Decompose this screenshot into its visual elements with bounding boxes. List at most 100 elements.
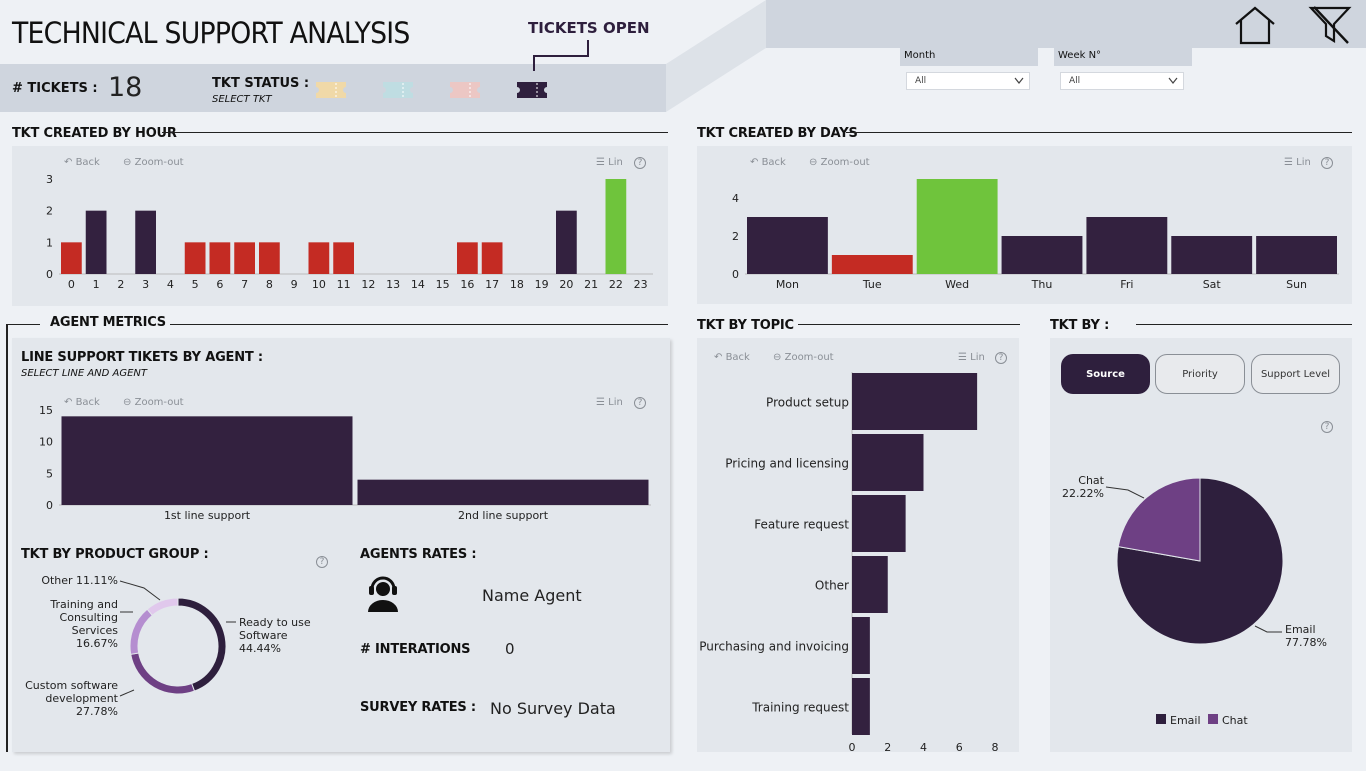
- ticket-icon[interactable]: [517, 82, 547, 98]
- month-slicer-header: [900, 48, 1038, 66]
- month-slicer-label: Month: [904, 50, 936, 61]
- chevron-down-icon: [1168, 77, 1178, 84]
- x-tick-label: Wed: [945, 278, 969, 291]
- topic-lin-toggle[interactable]: ☰ Lin: [958, 352, 985, 363]
- y-tick-label: 5: [46, 467, 53, 480]
- bar-Product setup: [852, 373, 978, 430]
- agent-headset-icon: [368, 576, 398, 612]
- x-tick-label: 23: [634, 278, 648, 291]
- legend-swatch-Email: [1156, 714, 1166, 724]
- x-tick-label: 19: [535, 278, 549, 291]
- hour-lin-toggle[interactable]: ☰ Lin: [596, 157, 623, 168]
- slice-label-training: Consulting: [60, 611, 118, 624]
- bar-Fri: [1086, 217, 1168, 274]
- help-icon[interactable]: ?: [995, 352, 1007, 364]
- pie-label-chat: 22.22%: [1062, 487, 1104, 500]
- bar-3: [135, 210, 156, 274]
- days-lin-toggle[interactable]: ☰ Lin: [1284, 157, 1311, 168]
- bar-7: [234, 242, 255, 274]
- pie-label-email: 77.78%: [1285, 636, 1327, 649]
- clear-filter-icon[interactable]: [1306, 4, 1354, 46]
- x-tick-label: 10: [312, 278, 326, 291]
- help-icon[interactable]: ?: [634, 397, 646, 409]
- days-chart-toolbar: ↶ Back ⊖ Zoom-out: [750, 157, 890, 168]
- help-icon[interactable]: ?: [634, 157, 646, 169]
- line-chart-toolbar: ↶ Back ⊖ Zoom-out: [64, 397, 204, 408]
- leader-line: [119, 689, 135, 697]
- back-button[interactable]: ↶ Back: [750, 157, 786, 168]
- back-button[interactable]: ↶ Back: [714, 352, 750, 363]
- leader-line: [1105, 486, 1145, 499]
- slice-label-training: 16.67%: [76, 637, 118, 650]
- help-icon[interactable]: ?: [1321, 157, 1333, 169]
- x-tick-label: 21: [584, 278, 598, 291]
- category-label: Product setup: [766, 396, 849, 410]
- bar-17: [481, 242, 503, 274]
- x-tick-label: 0: [68, 278, 75, 291]
- bar-Feature request: [852, 495, 906, 552]
- home-icon[interactable]: [1232, 4, 1278, 46]
- priority-button[interactable]: Priority: [1155, 354, 1245, 394]
- month-slicer-dropdown[interactable]: All: [906, 72, 1030, 90]
- pie-slice-Email: [1116, 477, 1284, 645]
- week-slicer-dropdown[interactable]: All: [1060, 72, 1184, 90]
- slice-label-ready-software: 44.44%: [239, 642, 281, 655]
- bar-1: [85, 210, 107, 274]
- support-level-button[interactable]: Support Level: [1251, 354, 1340, 394]
- y-tick-label: 0: [732, 268, 739, 281]
- help-icon[interactable]: ?: [1321, 421, 1333, 433]
- line-support-subtitle: SELECT LINE AND AGENT: [21, 368, 148, 379]
- survey-rates-label: SURVEY RATES :: [360, 700, 476, 715]
- x-tick-label: 2: [884, 741, 891, 754]
- tickets-kpi-label: # TICKETS :: [12, 81, 98, 96]
- ticket-icon-shape: [517, 82, 547, 98]
- source-button[interactable]: Source: [1061, 354, 1150, 394]
- zoom-out-button[interactable]: ⊖ Zoom-out: [809, 157, 870, 168]
- zoom-out-button[interactable]: ⊖ Zoom-out: [123, 397, 184, 408]
- x-tick-label: 11: [337, 278, 351, 291]
- x-tick-label: 16: [460, 278, 474, 291]
- help-icon[interactable]: ?: [316, 556, 328, 568]
- bar-22: [605, 179, 627, 274]
- agent-name: Name Agent: [482, 586, 582, 605]
- x-tick-label: Thu: [1031, 278, 1053, 291]
- bar-Purchasing and invoicing: [852, 617, 870, 674]
- bar-Sat: [1171, 236, 1253, 274]
- ticket-icon-shape: [383, 82, 413, 98]
- x-tick-label: 20: [559, 278, 573, 291]
- x-tick-label: 4: [167, 278, 174, 291]
- zoom-out-button[interactable]: ⊖ Zoom-out: [773, 352, 834, 363]
- agent-metrics-frame: [6, 324, 8, 752]
- category-label: Training request: [751, 701, 849, 715]
- bar-2nd line support: [357, 479, 649, 505]
- hour-title-rule: [162, 132, 668, 133]
- ticket-icon[interactable]: [383, 82, 413, 98]
- ticket-icon[interactable]: [316, 82, 346, 98]
- zoom-out-button[interactable]: ⊖ Zoom-out: [123, 157, 184, 168]
- x-tick-label: 7: [241, 278, 248, 291]
- x-tick-label: 4: [920, 741, 927, 754]
- topic-title-rule: [798, 324, 1020, 325]
- y-tick-label: 4: [732, 192, 739, 205]
- days-title-rule: [846, 132, 1352, 133]
- line-lin-toggle[interactable]: ☰ Lin: [596, 397, 623, 408]
- back-button[interactable]: ↶ Back: [64, 397, 100, 408]
- days-chart-title: TKT CREATED BY DAYS: [697, 126, 858, 141]
- x-tick-label: 2nd line support: [458, 509, 549, 522]
- hour-chart-toolbar: ↶ Back ⊖ Zoom-out: [64, 157, 204, 168]
- x-tick-label: 9: [291, 278, 298, 291]
- bar-20: [556, 210, 577, 274]
- pie-label-chat: Chat: [1078, 474, 1104, 487]
- status-label: TKT STATUS :: [212, 76, 310, 91]
- y-tick-label: 0: [46, 268, 53, 281]
- status-ticket-icons: [316, 82, 547, 98]
- x-tick-label: 3: [142, 278, 149, 291]
- ticket-icon[interactable]: [450, 82, 480, 98]
- tickets-open-label: TICKETS OPEN: [528, 19, 650, 37]
- back-button[interactable]: ↶ Back: [64, 157, 100, 168]
- bar-6: [209, 242, 231, 274]
- leader-line: [1254, 625, 1282, 633]
